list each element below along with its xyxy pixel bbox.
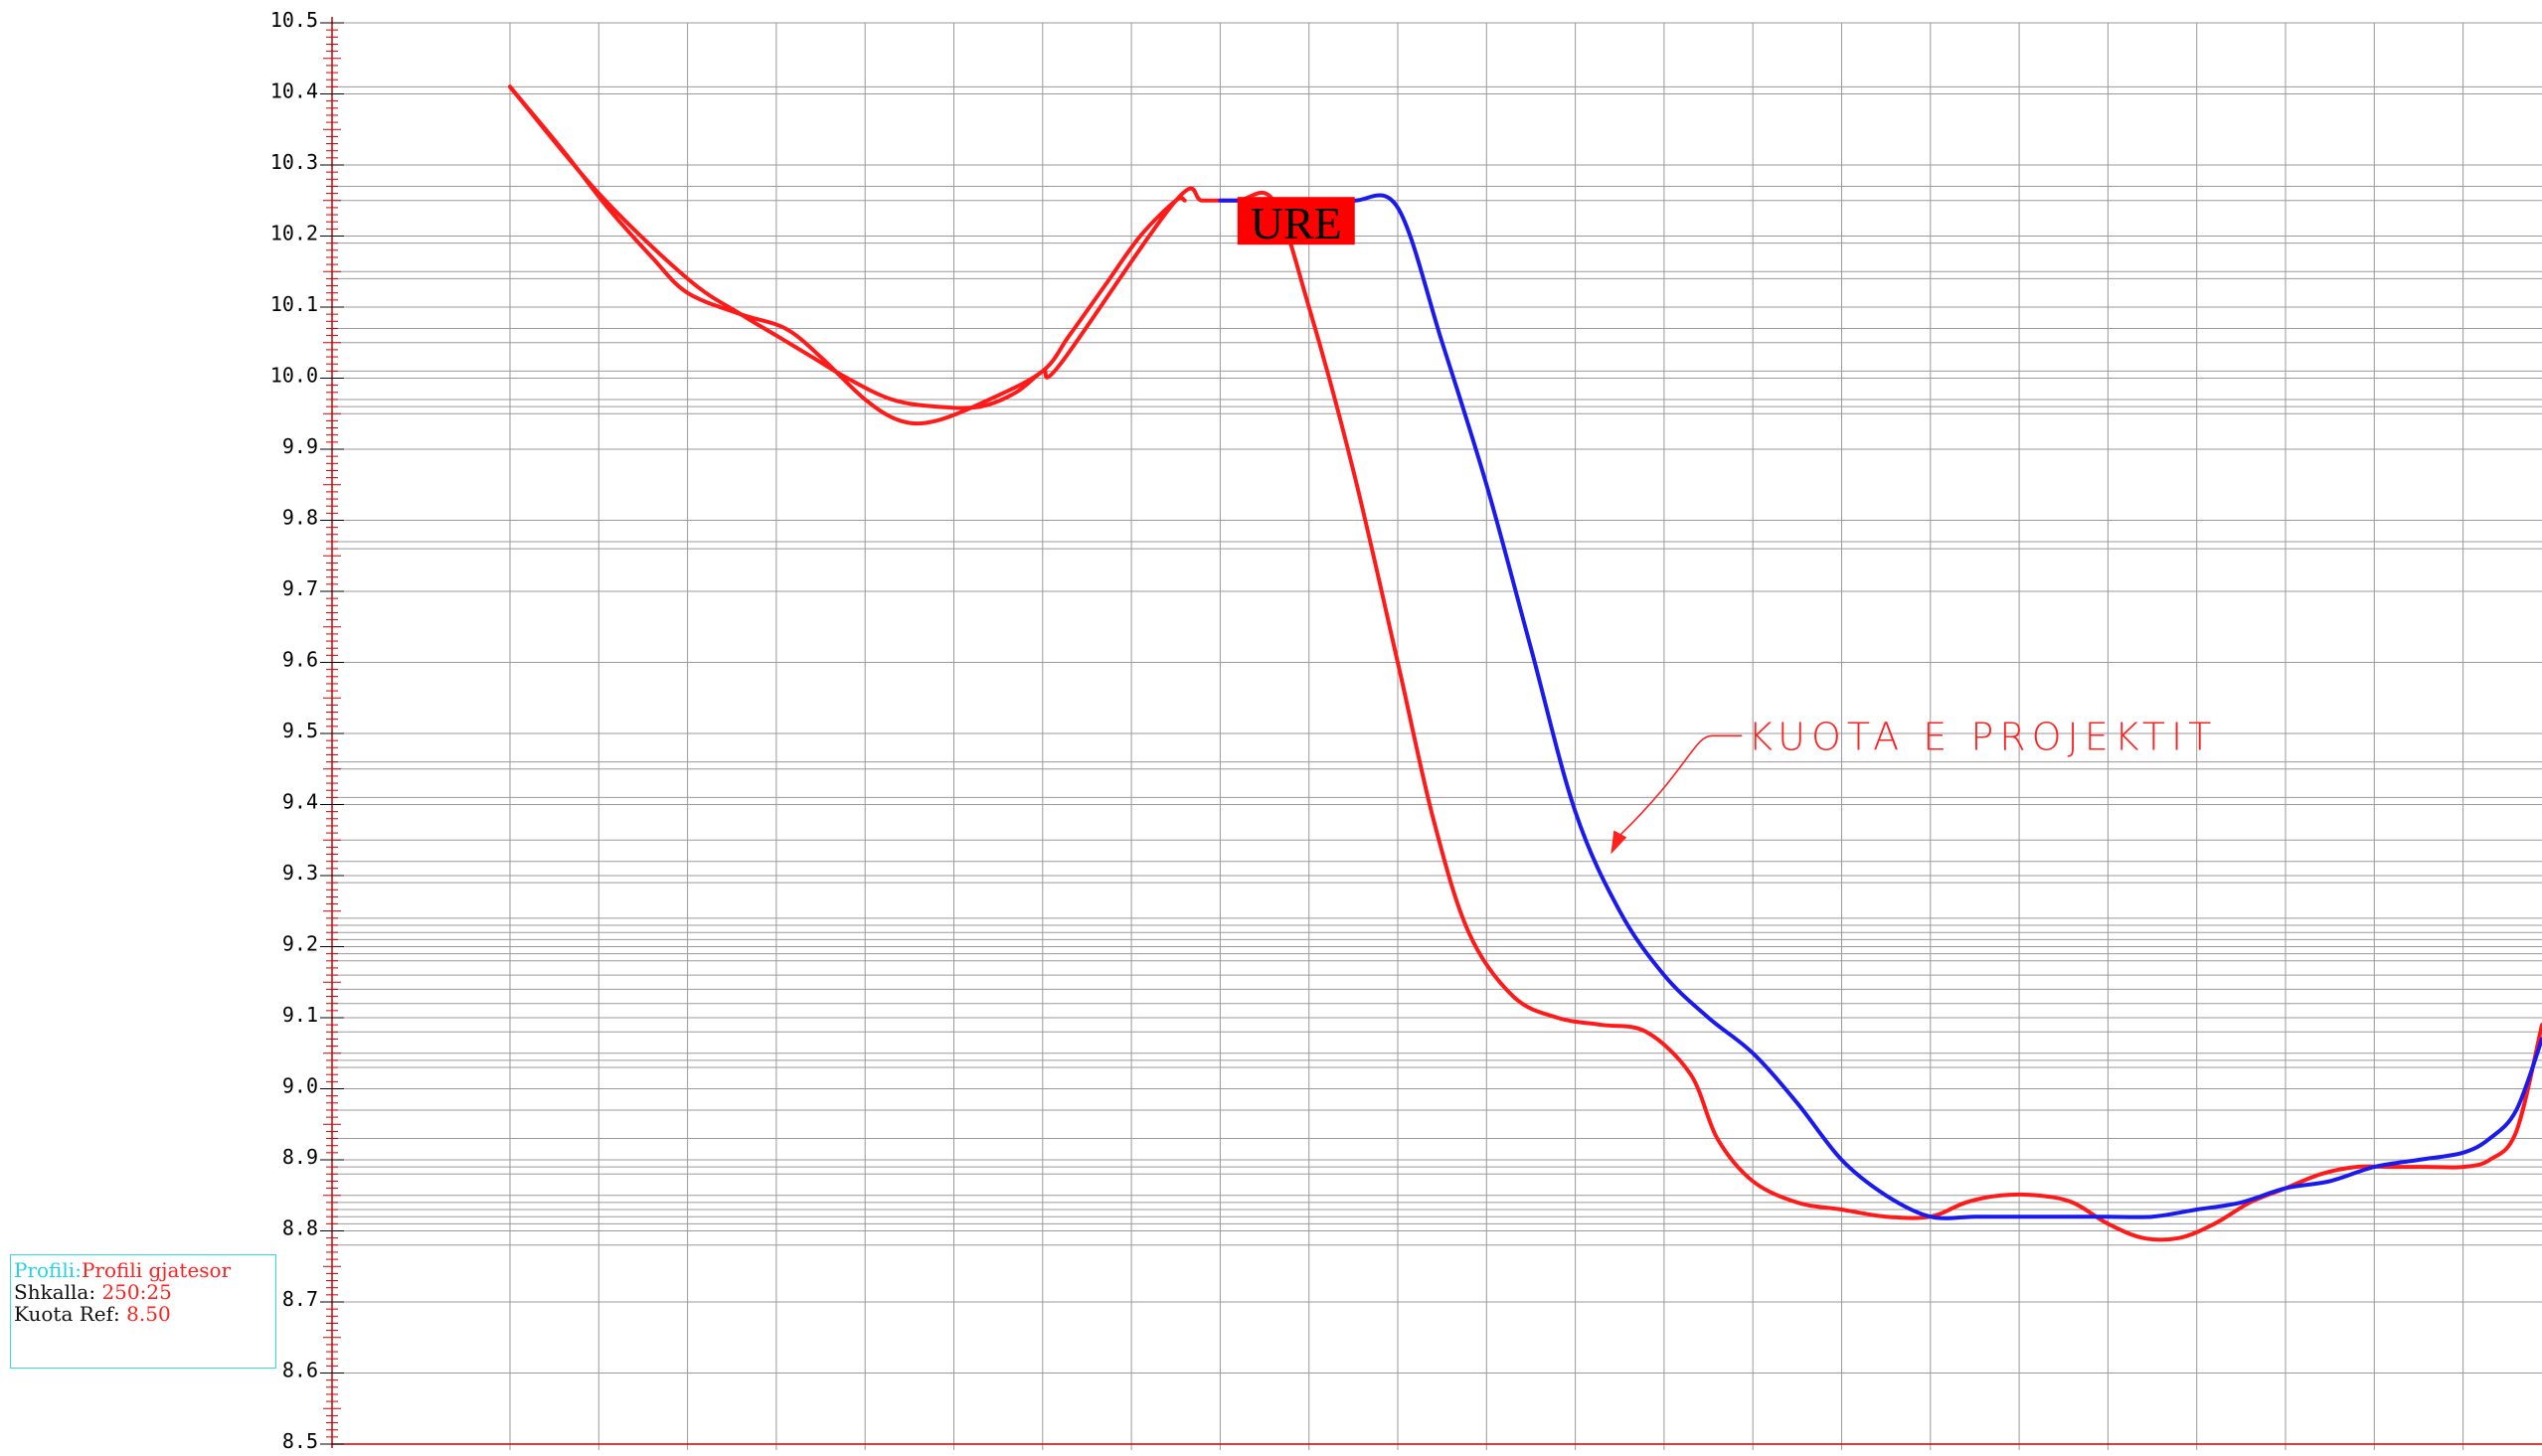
y-tick-label: 10.1 — [270, 292, 318, 316]
reference-level-value: 8.50 — [126, 1302, 171, 1326]
reference-level-label: Kuota Ref: — [14, 1302, 120, 1326]
y-tick-label: 9.0 — [282, 1074, 318, 1098]
y-tick-label: 9.1 — [282, 1003, 318, 1027]
y-tick-label: 8.8 — [282, 1216, 318, 1240]
ure-label-background — [1237, 197, 1355, 245]
y-tick-label: 10.5 — [270, 8, 318, 32]
vertical-grid — [509, 23, 2464, 1450]
y-tick-label: 10.3 — [270, 150, 318, 174]
reference-level-lines — [332, 85, 2542, 1246]
y-axis — [320, 17, 2542, 1448]
y-tick-label: 10.4 — [270, 80, 318, 103]
scale-label: Shkalla: — [14, 1280, 96, 1304]
y-tick-label: 8.6 — [282, 1359, 318, 1382]
profile-name-line: Profili:Profili gjatesor — [14, 1259, 275, 1281]
profile-info-box: Profili:Profili gjatesor Shkalla: 250:25… — [10, 1254, 276, 1369]
ure-label: URE — [1251, 198, 1342, 248]
y-tick-label: 9.4 — [282, 790, 318, 814]
y-tick-labels: 8.5 8.6 8.7 8.8 8.9 9.0 9.1 9.2 9.3 9.4 9.5 9.6 9.7 9… — [270, 8, 318, 1453]
profile-series — [508, 84, 2542, 1242]
y-tick-label: 9.2 — [282, 932, 318, 956]
kuota-projektit-leader-line — [1619, 734, 1743, 836]
y-tick-label: 8.7 — [282, 1287, 318, 1311]
profile-line-2 — [1218, 193, 2542, 1220]
profile-name-value: Profili gjatesor — [81, 1258, 232, 1282]
scale-line: Shkalla: 250:25 — [14, 1281, 275, 1303]
kuota-projektit-arrowhead — [1610, 830, 1627, 855]
profile-prefix: Profili: — [14, 1258, 82, 1282]
y-tick-label: 8.5 — [282, 1429, 318, 1453]
kuota-projektit-label: KUOTA E PROJEKTIT — [1748, 715, 2217, 758]
scale-value: 250:25 — [101, 1280, 172, 1304]
y-tick-label: 9.7 — [282, 576, 318, 600]
reference-level-line: Kuota Ref: 8.50 — [14, 1303, 275, 1325]
annotations: URE KUOTA E PROJEKTIT — [1237, 197, 2217, 855]
y-tick-label: 9.9 — [282, 434, 318, 458]
y-tick-label: 9.8 — [282, 506, 318, 530]
y-tick-label: 10.2 — [270, 222, 318, 245]
y-tick-label: 8.9 — [282, 1145, 318, 1169]
y-tick-label: 10.0 — [270, 364, 318, 388]
profile-line-1 — [508, 84, 1187, 426]
y-tick-label: 9.5 — [282, 719, 318, 742]
y-tick-label: 9.6 — [282, 648, 318, 672]
profile-line-0 — [508, 84, 2542, 1242]
y-tick-label: 9.3 — [282, 861, 318, 885]
